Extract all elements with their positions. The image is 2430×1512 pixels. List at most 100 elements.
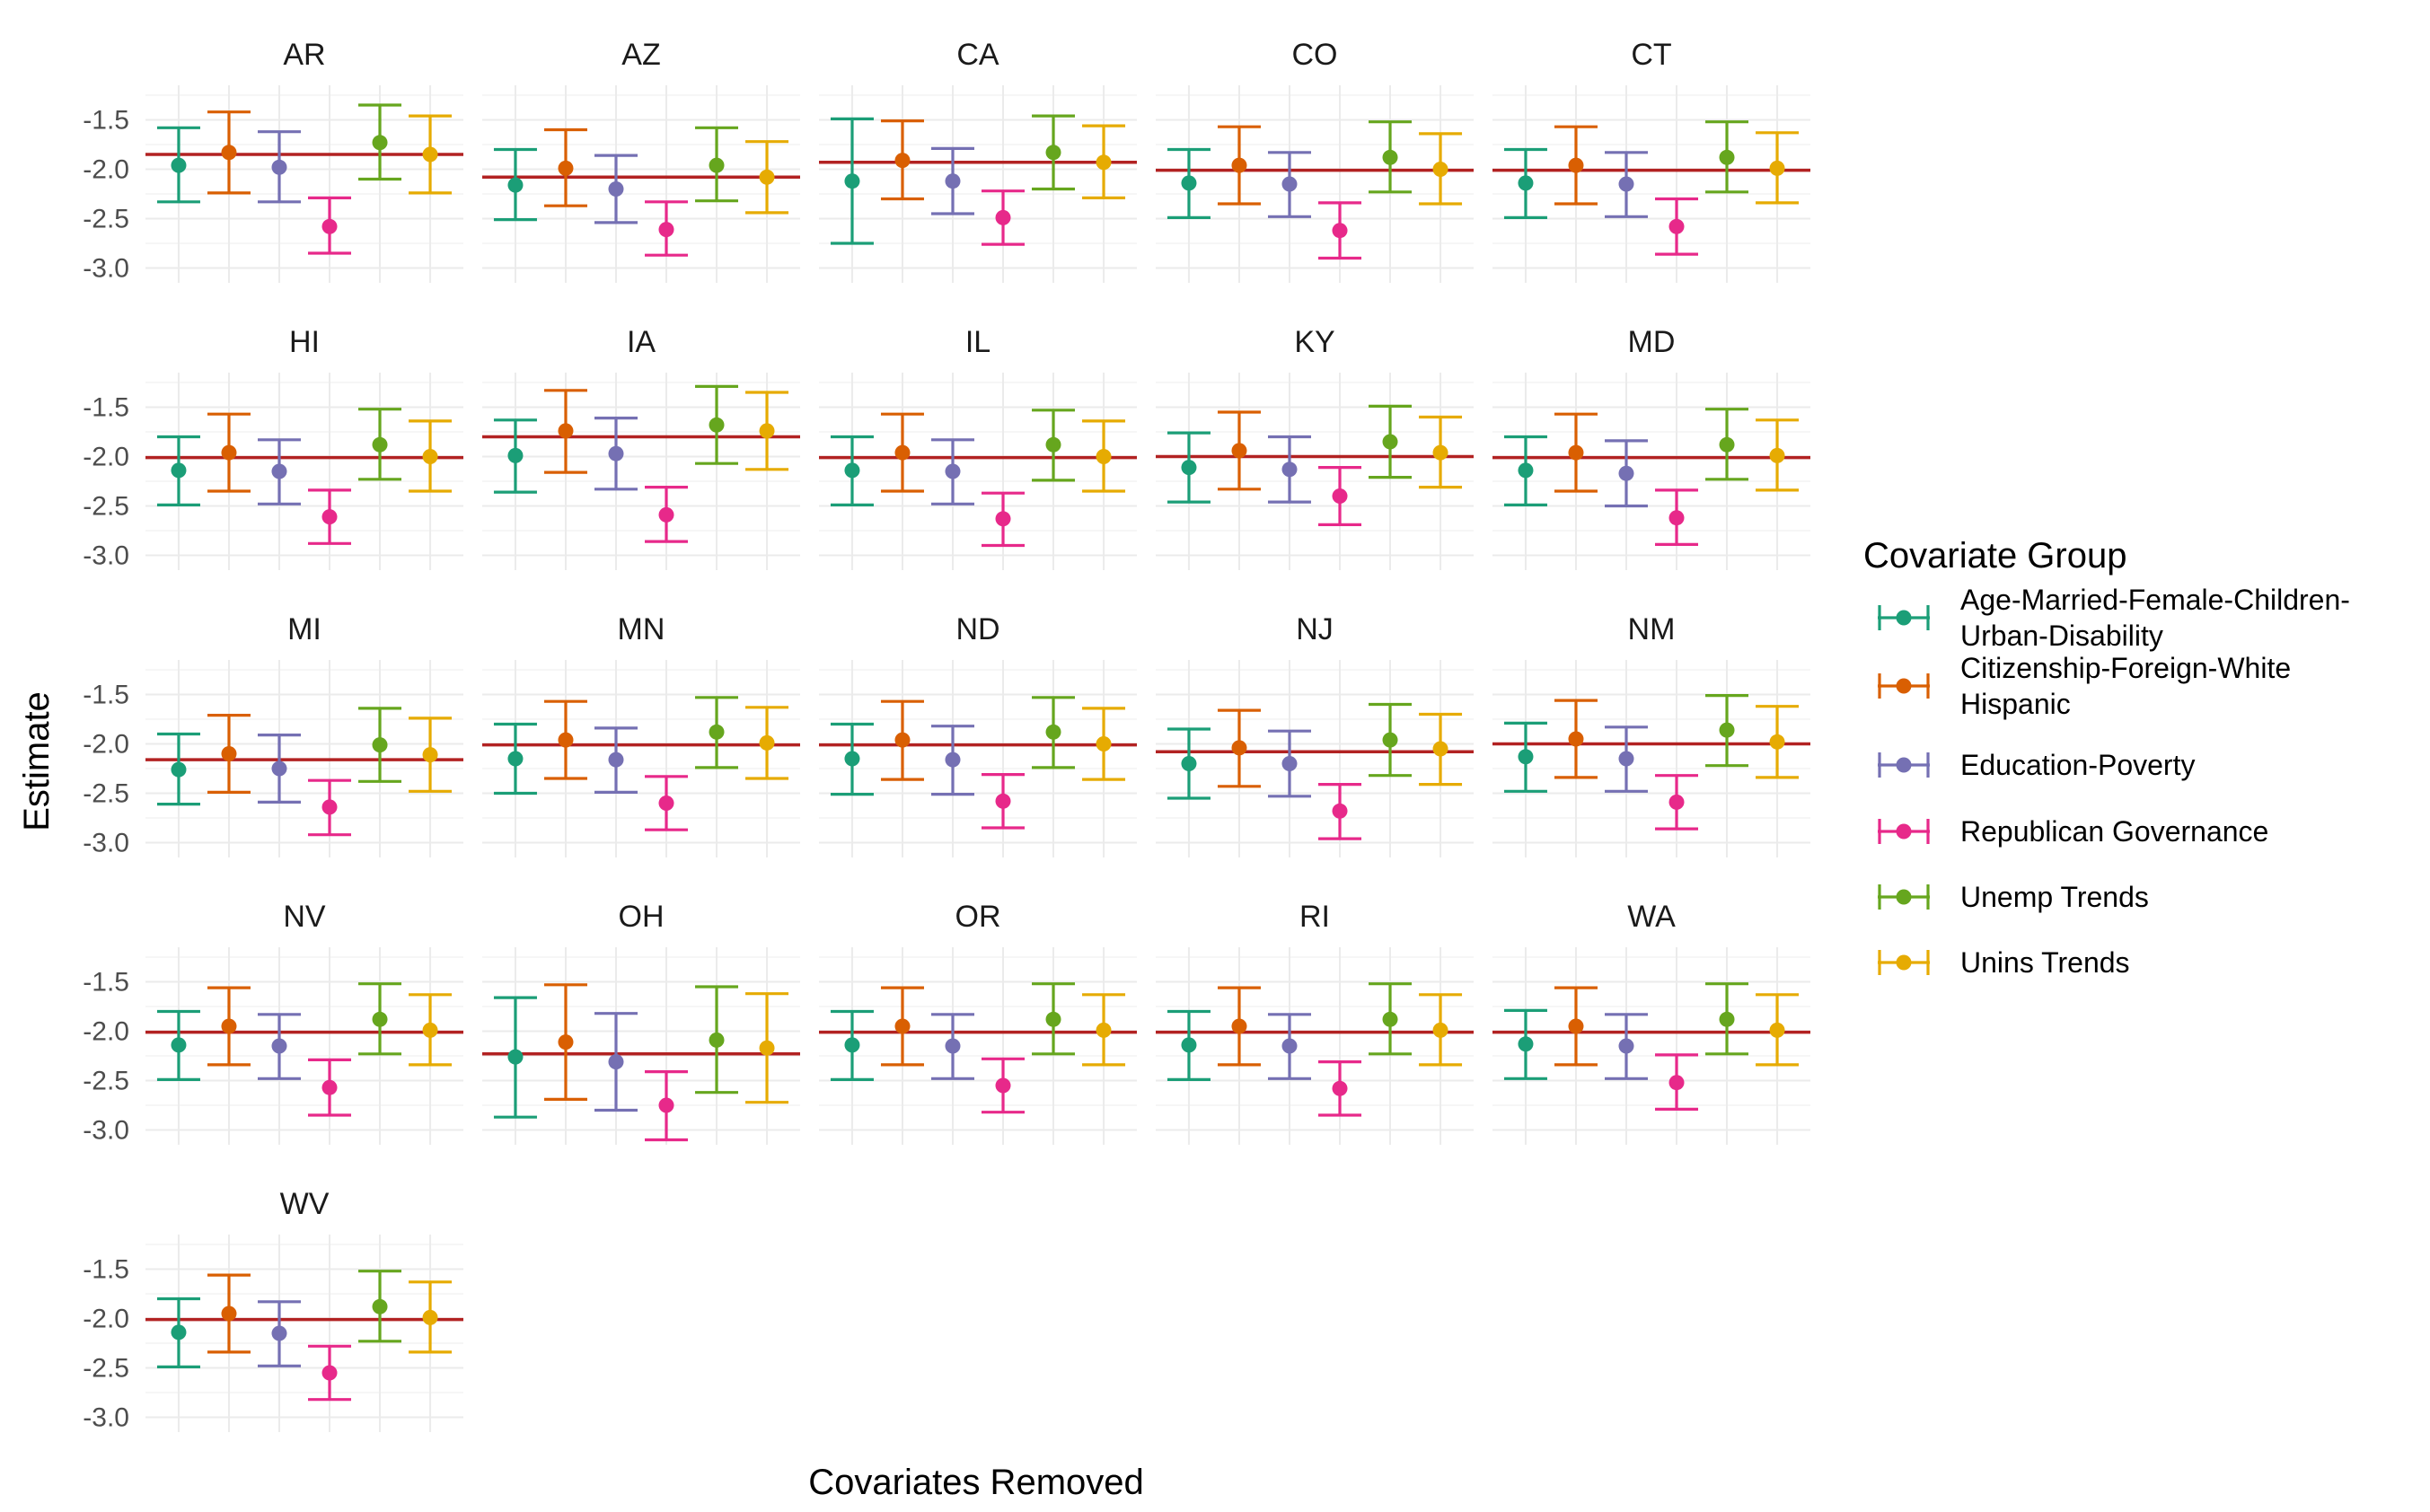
estimate-point bbox=[1096, 449, 1112, 464]
error-bar bbox=[409, 1280, 453, 1354]
error-bar bbox=[1554, 986, 1598, 1067]
estimate-point bbox=[1568, 444, 1584, 461]
estimate-point bbox=[608, 752, 624, 768]
legend-label: Urban-Disability bbox=[1960, 620, 2163, 652]
error-bar bbox=[1032, 696, 1076, 769]
estimate-point bbox=[1618, 176, 1634, 192]
estimate-point bbox=[1432, 741, 1448, 757]
estimate-point bbox=[844, 462, 860, 479]
estimate-point bbox=[1281, 176, 1298, 192]
estimate-point bbox=[1668, 218, 1685, 234]
error-bar bbox=[156, 1297, 200, 1369]
error-bar bbox=[930, 725, 974, 796]
error-bar bbox=[594, 417, 638, 491]
error-bar bbox=[1369, 120, 1413, 194]
error-bar bbox=[156, 732, 200, 806]
estimate-point bbox=[1096, 154, 1112, 171]
error-bar bbox=[1756, 705, 1800, 779]
estimate-point bbox=[321, 509, 338, 525]
legend-label: Education-Poverty bbox=[1960, 749, 2195, 781]
estimate-point bbox=[658, 1097, 674, 1113]
legend-label: Age-Married-Female-Children- bbox=[1960, 584, 2350, 616]
error-bar bbox=[308, 1344, 352, 1402]
error-bar bbox=[745, 140, 789, 215]
error-bar bbox=[1217, 708, 1261, 788]
estimate-point bbox=[372, 1011, 388, 1027]
error-bar bbox=[1318, 1059, 1362, 1117]
estimate-point bbox=[709, 417, 725, 433]
error-bar bbox=[830, 722, 874, 796]
error-bar bbox=[257, 733, 301, 804]
error-bar bbox=[745, 992, 789, 1104]
error-bar bbox=[358, 103, 402, 181]
error-bar bbox=[1655, 1053, 1699, 1112]
estimate-point bbox=[709, 724, 725, 740]
estimate-point bbox=[1618, 1038, 1634, 1054]
error-bar bbox=[543, 389, 587, 474]
estimate-point bbox=[1045, 145, 1061, 161]
estimate-point bbox=[558, 732, 574, 748]
facet-panel: -1.5 -2.0 -2.5 -3.0 AR bbox=[83, 38, 463, 284]
estimate-point bbox=[658, 506, 674, 523]
error-bar bbox=[1756, 418, 1800, 492]
estimate-point bbox=[1096, 1022, 1112, 1038]
error-bar bbox=[409, 114, 453, 195]
error-bar bbox=[257, 1300, 301, 1367]
facet-panel: IL bbox=[819, 325, 1137, 570]
estimate-point bbox=[171, 1324, 187, 1341]
error-bar bbox=[156, 435, 200, 507]
legend-title: Covariate Group bbox=[1863, 536, 2126, 576]
error-bar bbox=[1167, 1009, 1211, 1082]
error-bar bbox=[830, 117, 874, 245]
estimate-point bbox=[422, 146, 438, 163]
facet-panel: MN bbox=[482, 612, 800, 857]
estimate-point bbox=[658, 796, 674, 811]
facet-title: MI bbox=[287, 612, 321, 646]
estimate-point bbox=[422, 449, 438, 464]
error-bar bbox=[1554, 412, 1598, 493]
estimate-point bbox=[759, 1040, 775, 1056]
error-bar bbox=[207, 110, 251, 195]
error-bar bbox=[982, 772, 1026, 830]
estimate-point bbox=[1518, 462, 1534, 479]
estimate-point bbox=[1231, 740, 1247, 756]
error-bar bbox=[830, 435, 874, 507]
legend-item: Unemp Trends bbox=[1878, 881, 2149, 913]
y-tick-label: -2.0 bbox=[83, 1017, 129, 1047]
estimate-point bbox=[894, 444, 911, 461]
estimate-point bbox=[507, 751, 524, 767]
estimate-point bbox=[422, 1309, 438, 1325]
error-bar bbox=[1554, 699, 1598, 779]
error-bar bbox=[1032, 114, 1076, 191]
estimate-point bbox=[321, 1365, 338, 1381]
estimate-point bbox=[372, 135, 388, 151]
estimate-point bbox=[422, 747, 438, 763]
error-bar bbox=[930, 438, 974, 505]
estimate-point bbox=[1231, 443, 1247, 459]
y-tick-label: -2.5 bbox=[83, 779, 129, 809]
error-bar bbox=[1503, 147, 1547, 219]
estimate-point bbox=[221, 145, 237, 161]
estimate-point bbox=[1332, 488, 1348, 504]
y-tick-label: -1.5 bbox=[83, 393, 129, 423]
error-bar bbox=[880, 119, 924, 201]
estimate-point bbox=[1181, 175, 1197, 191]
estimate-point bbox=[709, 157, 725, 173]
estimate-point bbox=[372, 1298, 388, 1314]
error-bar bbox=[594, 154, 638, 224]
error-bar bbox=[308, 196, 352, 255]
error-bar bbox=[695, 384, 739, 465]
error-bar bbox=[1369, 404, 1413, 479]
estimate-point bbox=[844, 1037, 860, 1053]
facet-title: WA bbox=[1627, 900, 1676, 934]
facet-title: CO bbox=[1292, 38, 1338, 72]
error-bar bbox=[543, 983, 587, 1102]
estimate-point bbox=[995, 793, 1011, 809]
error-bar bbox=[1419, 132, 1463, 206]
error-bar bbox=[1419, 712, 1463, 787]
legend-label: Hispanic bbox=[1960, 688, 2071, 720]
error-bar bbox=[1604, 725, 1648, 793]
facet-panel: MD bbox=[1492, 325, 1810, 570]
error-bar bbox=[493, 147, 537, 222]
